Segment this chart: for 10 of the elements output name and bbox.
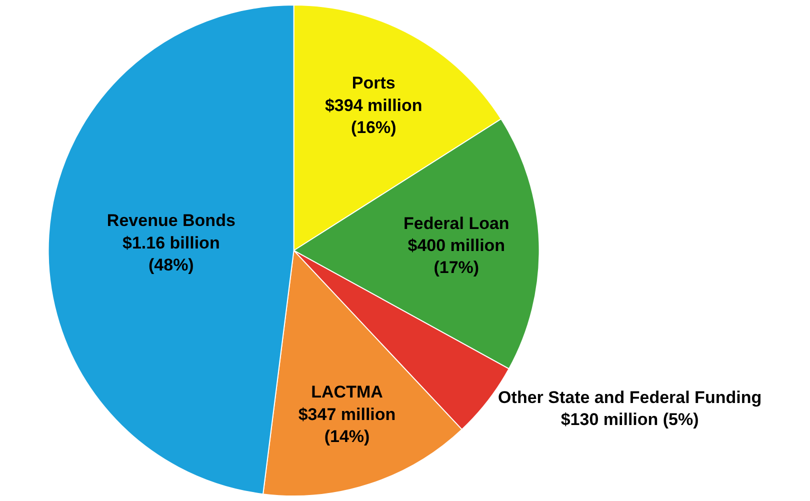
data-label: $1.16 billion (48%) [122, 233, 220, 274]
data-label: $347 million (14%) [298, 404, 396, 446]
data-label: $130 million (5%) [560, 410, 699, 430]
data-label: $394 million (16%) [324, 96, 422, 137]
slice-label: Federal Loan [404, 214, 510, 233]
data-label: $400 million (17%) [408, 236, 506, 277]
slice-label: LACTMA [311, 382, 383, 402]
slice-label: Revenue Bonds [106, 211, 236, 230]
slice-label: Ports [352, 74, 396, 93]
slice-label: Other State and Federal Funding [498, 388, 762, 408]
